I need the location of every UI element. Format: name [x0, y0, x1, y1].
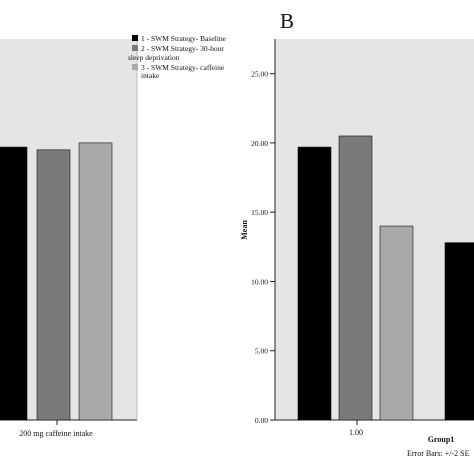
- panel-b-bar-series-1-cat-2: [444, 242, 474, 421]
- panel-b-error-bar-note: Error Bars: +/-2 SE: [407, 449, 470, 458]
- panel-b-y-axis-label: Mean: [240, 220, 249, 240]
- legend-swatch-2: [132, 45, 138, 51]
- legend: 1 - SWM Strategy- Baseline 2 - SWM Strat…: [128, 34, 227, 80]
- panel-b-bar-series-3-cat-1: [379, 225, 414, 421]
- panel-b-x-axis-label: Group1: [428, 435, 455, 444]
- panel-a-bar-series-3: [78, 142, 113, 421]
- panel-b: 0.00 5.00 10.00 15.00 20.00 25.00 1.00 Mean G…: [240, 39, 474, 458]
- panel-a-bar-series-2: [36, 149, 71, 421]
- panel-b-y-tick-label: 25.00: [251, 70, 268, 79]
- legend-label-1: 1 - SWM Strategy- Baseline: [141, 34, 227, 43]
- legend-label-3: 3 - SWM Strategy- caffeine intake: [141, 63, 226, 80]
- panel-b-x-tick-label-1: 1.00: [349, 428, 363, 437]
- panel-b-bar-series-1-cat-1: [297, 146, 332, 421]
- panel-b-y-tick-label: 5.00: [255, 347, 268, 356]
- panel-b-bar-series-2-cat-1: [338, 135, 373, 421]
- legend-swatch-1: [132, 35, 138, 41]
- panel-b-y-tick-label: 15.00: [251, 208, 268, 217]
- panel-a: 200 mg caffeine intake: [0, 39, 138, 438]
- panel-b-y-tick-label: 20.00: [251, 139, 268, 148]
- panel-b-y-tick-label: 10.00: [251, 277, 268, 286]
- legend-label-2: 2 - SWM Strategy- 30-hour sleep deprivat…: [128, 44, 226, 62]
- panel-b-y-tick-label: 0.00: [255, 416, 268, 425]
- panel-a-bar-series-1: [0, 146, 28, 421]
- panel-a-x-tick-label: 200 mg caffeine intake: [19, 429, 93, 438]
- legend-swatch-3: [132, 64, 138, 70]
- panel-label: B: [280, 9, 294, 33]
